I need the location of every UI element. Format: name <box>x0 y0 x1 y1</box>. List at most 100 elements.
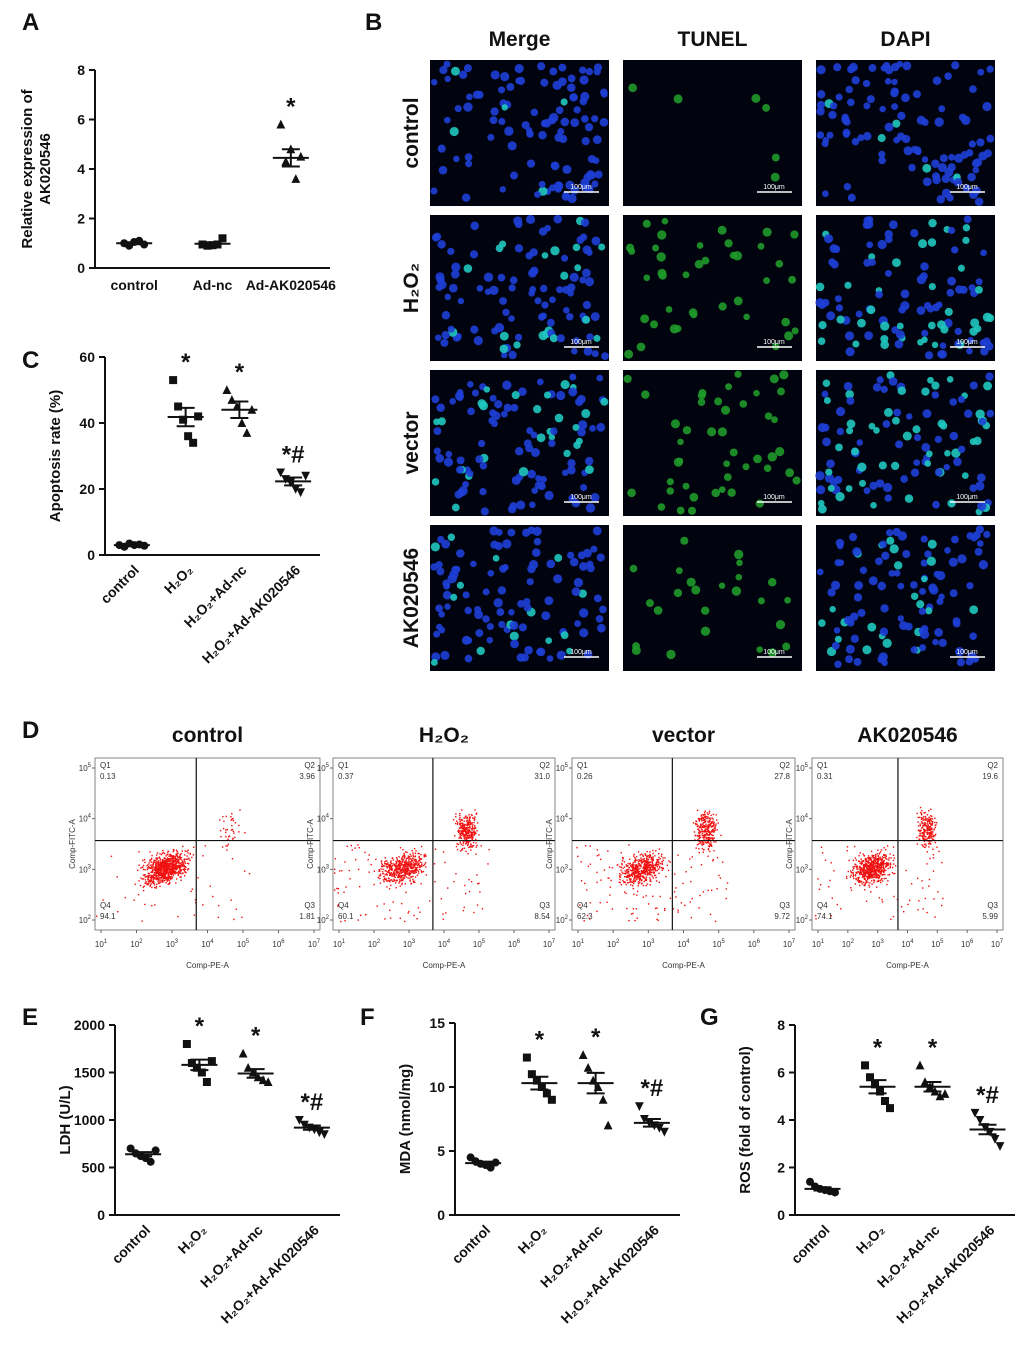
event <box>389 879 392 881</box>
event <box>626 874 629 877</box>
event <box>634 861 636 863</box>
nucleus <box>476 646 485 656</box>
event <box>161 865 164 867</box>
nucleus <box>852 547 862 557</box>
nucleus <box>447 325 455 333</box>
event <box>621 864 623 866</box>
nucleus <box>677 438 684 446</box>
event <box>886 845 889 847</box>
event <box>145 875 148 878</box>
event <box>707 829 709 831</box>
event <box>878 875 881 877</box>
event <box>941 861 943 864</box>
event <box>231 818 233 820</box>
significance: * <box>591 1024 601 1051</box>
event <box>183 864 185 867</box>
event <box>407 877 409 879</box>
event <box>705 837 708 839</box>
event <box>659 858 661 860</box>
event <box>390 866 392 869</box>
nucleus <box>895 440 904 449</box>
event <box>146 869 149 871</box>
event <box>467 841 470 843</box>
nucleus <box>736 559 743 567</box>
event <box>705 823 707 825</box>
nucleus <box>868 253 876 261</box>
event <box>881 898 883 901</box>
nucleus <box>949 431 959 441</box>
event <box>466 833 468 835</box>
nucleus <box>850 447 860 456</box>
event <box>867 865 869 867</box>
nucleus <box>790 230 799 239</box>
scale-bar-label: 100μm <box>763 339 785 346</box>
event <box>710 826 713 828</box>
nucleus <box>853 658 862 666</box>
nucleus <box>694 259 704 269</box>
event <box>859 881 862 883</box>
event <box>177 872 179 874</box>
event <box>675 896 677 898</box>
nucleus <box>430 78 438 86</box>
nucleus <box>894 339 904 349</box>
event <box>338 870 341 872</box>
event <box>238 824 240 827</box>
event <box>175 865 177 867</box>
event <box>632 908 635 910</box>
tick-base: 10 <box>713 940 722 949</box>
nucleus <box>508 609 515 616</box>
nucleus <box>866 216 874 224</box>
event <box>476 844 478 847</box>
event <box>468 820 470 822</box>
event <box>658 861 660 864</box>
event <box>869 876 871 878</box>
event <box>632 887 635 890</box>
event <box>150 883 152 885</box>
tick-base: 10 <box>237 940 246 949</box>
nucleus <box>885 235 893 244</box>
nucleus <box>444 603 451 610</box>
nucleus <box>920 535 928 543</box>
event <box>710 831 712 833</box>
event <box>468 837 470 839</box>
event <box>849 876 852 878</box>
event <box>173 865 176 867</box>
nucleus <box>884 494 892 502</box>
nucleus <box>891 78 898 86</box>
event <box>863 868 866 871</box>
event <box>866 878 869 881</box>
event <box>159 857 161 859</box>
event <box>923 829 925 832</box>
event <box>928 821 931 823</box>
event <box>854 883 856 885</box>
event <box>161 874 164 876</box>
nucleus <box>454 391 465 401</box>
tick-base: 10 <box>572 940 581 949</box>
event <box>642 896 644 898</box>
nucleus <box>926 305 935 313</box>
nucleus <box>491 327 499 335</box>
nucleus <box>669 324 679 334</box>
event <box>882 873 885 876</box>
event <box>463 834 465 837</box>
event <box>909 899 911 902</box>
event <box>921 822 923 825</box>
event <box>624 881 626 884</box>
nucleus <box>489 394 497 402</box>
event <box>402 855 404 857</box>
event <box>465 820 468 822</box>
event <box>397 875 399 877</box>
event <box>831 897 833 899</box>
event <box>919 830 921 833</box>
nucleus <box>487 569 495 577</box>
event <box>654 866 656 869</box>
event <box>876 876 879 879</box>
event <box>725 888 727 890</box>
nucleus <box>550 246 560 256</box>
nucleus <box>845 644 855 654</box>
event <box>701 826 704 828</box>
event <box>932 857 935 859</box>
nucleus <box>510 403 519 412</box>
nucleus <box>456 465 464 474</box>
event <box>866 867 868 869</box>
